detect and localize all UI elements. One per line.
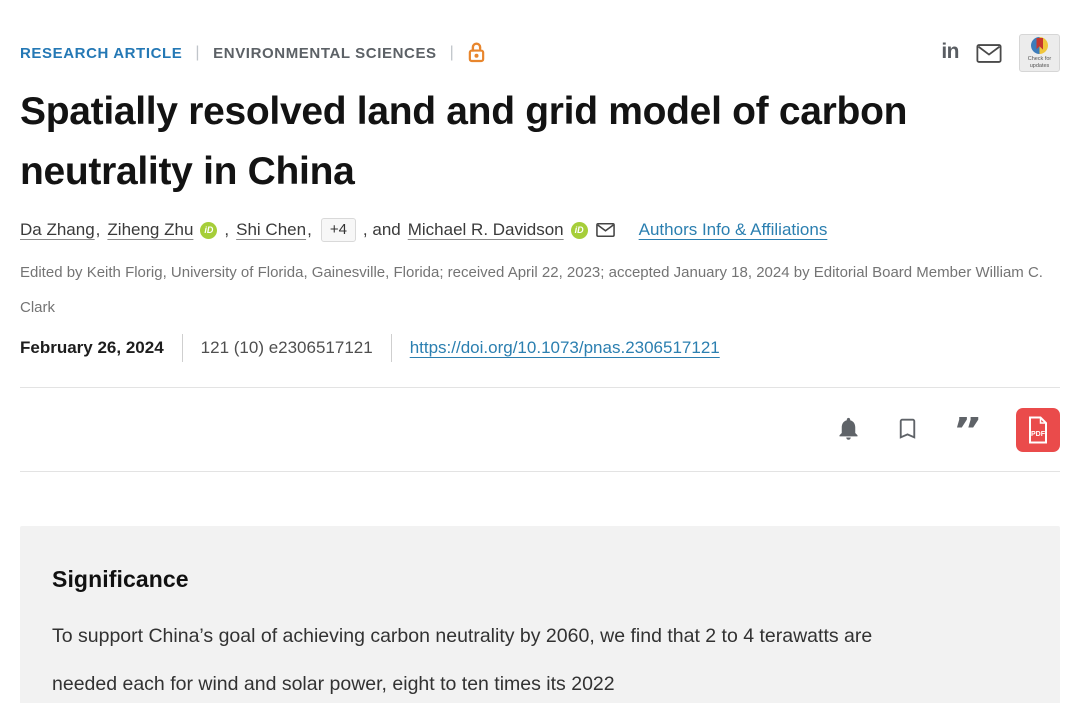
pdf-icon: PDF [1029,416,1047,444]
more-authors-button[interactable]: +4 [320,218,356,243]
author-link[interactable]: Shi Chen [236,220,307,240]
article-type-link[interactable]: RESEARCH ARTICLE [20,44,183,62]
publication-info: February 26, 2024 121 (10) e2306517121 h… [20,334,1060,363]
alerts-bell-button[interactable] [835,415,862,445]
orcid-icon[interactable]: iD [200,221,218,239]
kicker-separator: | [195,44,201,61]
article-toolbar: ” PDF [20,388,1060,471]
linkedin-icon[interactable]: in [941,40,959,63]
author-link[interactable]: Ziheng Zhu [107,220,194,240]
crossmark-label: Check for updates [1027,55,1052,69]
kicker-separator: | [449,44,455,61]
kicker: RESEARCH ARTICLE | ENVIRONMENTAL SCIENCE… [20,42,486,64]
divider [20,471,1060,473]
significance-section: Significance To support China’s goal of … [20,526,1060,703]
subject-category-link[interactable]: ENVIRONMENTAL SCIENCES [213,44,437,62]
author-link[interactable]: Michael R. Davidson [407,220,564,240]
publication-date: February 26, 2024 [20,338,164,358]
significance-text: To support China’s goal of achieving car… [52,625,873,695]
pdf-label: PDF [1031,431,1046,438]
bookmark-icon [895,416,920,444]
editor-note: Edited by Keith Florig, University of Fl… [20,264,1043,316]
doi-link[interactable]: https://doi.org/10.1073/pnas.2306517121 [390,334,720,363]
orcid-icon[interactable]: iD [570,221,588,239]
author-separator: , [307,220,312,240]
citation-info: 121 (10) e2306517121 [181,334,391,363]
author-separator: , [95,220,101,240]
pdf-download-button[interactable]: PDF [1016,408,1060,453]
divider [20,387,1060,389]
share-icons: in Check for updates [941,34,1060,72]
check-for-updates-button[interactable]: Check for updates [1019,34,1060,72]
cite-button[interactable]: ” [953,417,983,443]
bookmark-button[interactable] [895,416,920,444]
quote-icon: ” [953,417,983,443]
article-title: Spatially resolved land and grid model o… [20,90,908,194]
author-separator: , [224,220,230,240]
open-access-icon [467,40,486,64]
authors-info-affiliations-link[interactable]: Authors Info & Affiliations [638,220,828,240]
top-bar: RESEARCH ARTICLE | ENVIRONMENTAL SCIENCE… [20,0,1060,72]
author-separator: , and [362,220,401,240]
author-list: Da Zhang , Ziheng Zhu iD , Shi Chen , +4… [20,218,1060,243]
corresponding-author-email-icon[interactable] [595,223,615,238]
email-share-icon[interactable] [976,43,1002,63]
author-link[interactable]: Da Zhang [20,220,95,240]
crossmark-logo-icon [1031,36,1048,54]
bell-icon [835,415,862,445]
significance-heading: Significance [52,566,189,593]
